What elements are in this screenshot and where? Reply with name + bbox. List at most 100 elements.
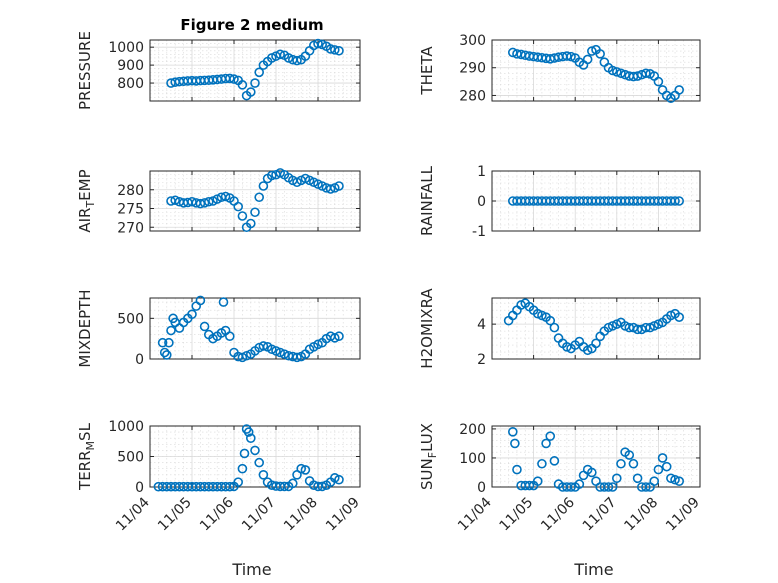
data-point <box>233 477 243 487</box>
data-point <box>292 55 302 66</box>
data-point <box>653 464 664 475</box>
subplot-air-temp: 270 275 280 AIRTEMP <box>76 168 361 236</box>
data-point <box>246 87 256 97</box>
y-tick-label: 4 <box>477 317 486 333</box>
data-point <box>313 339 323 350</box>
data-point <box>587 467 597 478</box>
data-point <box>566 482 576 492</box>
data-point <box>266 170 277 181</box>
data-point <box>258 341 269 351</box>
y-tick-label: 500 <box>117 450 144 466</box>
data-point <box>317 481 328 492</box>
data-point <box>325 184 336 194</box>
data-point <box>611 473 622 484</box>
data-point <box>607 482 618 492</box>
data-point <box>195 295 206 306</box>
data-point <box>233 201 243 212</box>
y-tick-label: 800 <box>117 76 144 92</box>
data-point <box>566 51 576 62</box>
data-point <box>334 331 344 342</box>
axes-box <box>491 39 701 102</box>
data-point <box>246 218 256 229</box>
y-tick-label: 900 <box>117 58 144 74</box>
data-point <box>611 67 622 77</box>
data-point <box>237 352 248 363</box>
axes-box <box>149 170 361 232</box>
data-point <box>254 192 265 203</box>
y-tick-label: 1 <box>477 164 486 180</box>
y-axis-label: RAINFALL <box>418 165 436 236</box>
y-axis-label: SUNFLUX <box>418 423 439 490</box>
data-point <box>632 473 643 484</box>
data-point <box>595 49 605 59</box>
data-point <box>204 196 214 207</box>
data-point <box>241 350 252 361</box>
y-axis-label: H2OMIXRA <box>418 288 436 369</box>
data-point <box>250 445 260 456</box>
figure-title: Figure 2 medium <box>180 16 323 34</box>
data-point <box>674 85 685 95</box>
y-tick-label: 275 <box>117 202 144 218</box>
data-point <box>279 481 290 492</box>
subplot-mixdepth: 0 500 MIXDEPTH <box>76 289 361 368</box>
y-tick-label: 280 <box>459 88 486 104</box>
data-point <box>545 315 556 326</box>
data-point <box>541 438 551 449</box>
data-point <box>218 297 229 307</box>
data-point <box>159 347 170 358</box>
data-point <box>549 456 560 466</box>
y-tick-label: 300 <box>459 33 486 49</box>
data-point <box>632 71 643 81</box>
data-point <box>545 431 556 441</box>
data-point <box>616 458 626 469</box>
data-point <box>512 464 522 475</box>
data-point <box>674 476 685 486</box>
y-tick-label: -1 <box>472 224 486 240</box>
data-point <box>649 476 660 486</box>
x-axis-label-left: Time <box>231 560 271 579</box>
data-point <box>187 309 197 320</box>
subplot-rainfall: -1 0 1 RAINFALL <box>418 164 701 240</box>
data-point <box>166 325 176 336</box>
data-point <box>628 458 639 469</box>
data-point <box>237 80 248 90</box>
data-point <box>591 338 601 349</box>
subplot-pressure: 800 900 1000 PRESSURE <box>76 31 361 110</box>
data-point <box>279 349 290 359</box>
y-tick-label: 100 <box>459 451 486 467</box>
data-point <box>641 68 651 79</box>
data-point <box>334 474 344 485</box>
data-point <box>275 347 286 358</box>
data-point <box>271 346 281 356</box>
data-point <box>507 427 518 437</box>
subplot-theta: 280 290 300 THETA <box>418 33 701 104</box>
data-point <box>250 207 260 218</box>
data-point <box>674 196 685 206</box>
data-point <box>254 457 265 468</box>
y-tick-label: 500 <box>117 311 144 327</box>
data-point <box>243 427 254 437</box>
data-point <box>329 333 340 343</box>
data-point <box>334 45 344 56</box>
data-point <box>510 438 520 449</box>
data-point <box>537 458 547 469</box>
data-point <box>657 453 668 463</box>
axes-box <box>491 297 701 360</box>
data-point <box>220 191 231 202</box>
data-point <box>239 448 250 459</box>
y-tick-label: 0 <box>135 352 144 368</box>
y-tick-label: 0 <box>135 480 144 496</box>
y-tick-label: 2 <box>477 352 486 368</box>
data-point <box>532 476 543 486</box>
subplot-h2omixra: 2 4 H2OMIXRA <box>418 288 701 369</box>
data-point <box>246 433 256 444</box>
data-point <box>313 38 323 49</box>
y-tick-label: 200 <box>459 422 486 438</box>
data-point <box>661 461 672 472</box>
y-axis-label: TERRMSL <box>76 422 97 491</box>
data-point <box>199 321 210 332</box>
y-tick-label: 0 <box>477 480 486 496</box>
data-point <box>275 49 286 60</box>
y-tick-label: 0 <box>477 194 486 210</box>
data-point <box>670 196 680 206</box>
